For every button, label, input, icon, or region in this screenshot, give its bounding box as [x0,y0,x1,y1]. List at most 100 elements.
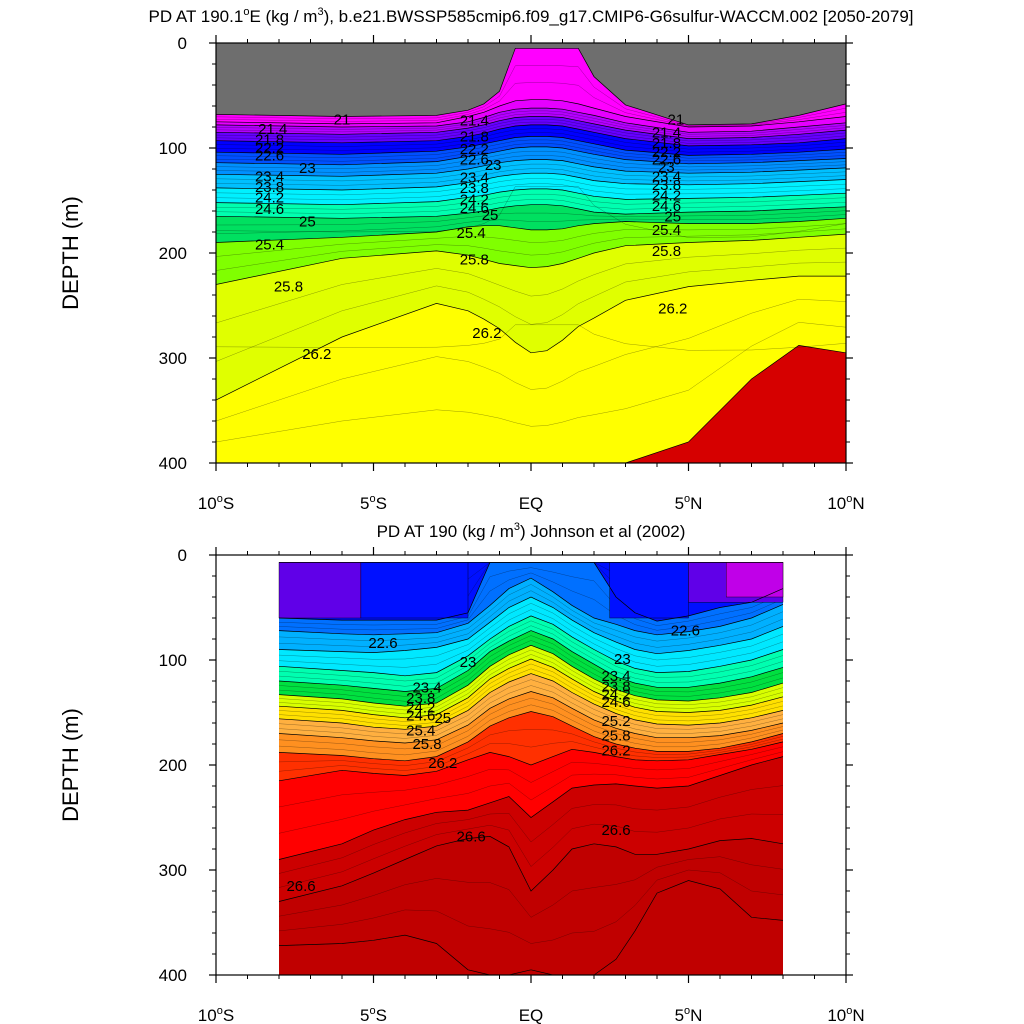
contour-line [278,836,784,902]
minor-contour [216,183,846,200]
y-tick-label: 400 [159,966,187,985]
contour-label: 22.6 [460,152,489,169]
minor-contour [278,584,784,642]
contour-label: 26.2 [472,325,501,342]
minor-contour [216,128,846,150]
contour-label: 24.2 [460,191,489,208]
minor-contour [278,635,784,697]
minor-contour [216,82,846,127]
y-tick-label: 0 [178,546,187,565]
minor-contour [278,685,784,739]
minor-contour [216,163,846,182]
band-fill-6 [216,124,846,156]
minor-contour [278,649,784,711]
band-fill-11 [279,711,783,781]
contour-line [278,577,784,636]
minor-contour [216,228,846,271]
band-fill-14 [279,836,783,975]
surface-patch-violet-upper-left [278,562,362,619]
minor-contour [216,151,846,169]
contour-label: 24.6 [460,200,489,217]
contour-line [216,233,846,285]
contour-label: 25.8 [274,279,303,296]
minor-contour [278,640,784,702]
x-tick-label: 10oS [198,1005,234,1024]
contour-line [216,159,846,177]
contour-line [216,146,846,166]
minor-contour [216,299,846,422]
x-tick-label: 10oN [827,493,864,513]
x-tick-label: EQ [519,1006,544,1024]
contour-label: 22.6 [255,147,284,164]
minor-contour [278,590,784,648]
contour-line [278,880,784,975]
contour-label: 23.8 [460,180,489,197]
minor-contour [216,110,846,135]
contour-label: 24.2 [601,687,630,704]
contour-label: 23.4 [601,668,630,685]
contour-label: 26.2 [658,301,687,318]
minor-contour [278,746,784,808]
contour-label: 22.2 [652,144,681,161]
contour-label: 25 [434,710,451,727]
contour-line [278,630,784,692]
y-tick-label: 300 [159,349,187,368]
contour-label: 25.4 [652,222,681,239]
contour-label: 21.4 [258,121,287,138]
minor-contour [278,785,784,874]
contour-label: 26.2 [302,346,331,363]
contour-label: 23.4 [412,679,441,696]
contour-label: 25.4 [255,237,284,254]
contour-label: 23 [299,160,316,177]
contour-label: 23.8 [255,179,284,196]
y-tick-label: 0 [178,34,187,53]
contour-label: 22.2 [460,141,489,158]
band-fill-13 [216,218,846,285]
contour-label: 25.2 [601,713,630,730]
panel-model: 2121.421.822.222.62323.423.824.224.62525… [58,6,914,513]
minor-contour [278,668,784,726]
x-tick-label: 5oN [675,1005,703,1024]
x-tick-label: 10oS [198,493,234,513]
minor-contour [278,738,784,772]
contour-line [216,47,846,126]
minor-contour [278,697,784,750]
minor-contour [278,620,784,682]
minor-contour [278,869,784,944]
contour-label: 26.6 [286,878,315,895]
contour-label: 24.2 [652,187,681,204]
minor-contour [216,132,846,153]
band-fill-9 [216,159,846,190]
contour-label: 25 [664,208,681,225]
minor-contour [278,813,784,888]
minor-contour [278,654,784,715]
contour-line [216,124,846,147]
minor-contour [216,261,846,362]
band-fill-13 [279,756,783,902]
y-tick-label: 400 [159,454,187,473]
contour-label: 23 [485,157,502,174]
minor-contour [216,155,846,173]
minor-contour [278,729,784,766]
minor-contour [278,567,784,626]
minor-contour [216,186,846,238]
contour-label: 24.2 [406,699,435,716]
band-fill-3 [216,99,846,133]
contour-label: 21 [668,112,685,129]
contour-line [278,615,784,677]
band-fill-7 [216,136,846,165]
band-fill-4 [216,108,846,139]
contour-label: 21.8 [652,135,681,152]
contour-label: 26.6 [601,822,630,839]
minor-contour [278,625,784,687]
minor-contour [278,679,784,735]
contour-label: 26.2 [601,742,630,759]
band-fill-11 [216,188,846,219]
contour-label: 23 [614,651,631,668]
contour-label: 22.6 [368,635,397,652]
contour-line [278,673,784,730]
minor-contour [278,663,784,722]
contour-line [216,172,846,191]
minor-contour [216,194,846,210]
contour-label: 23.4 [652,168,681,185]
